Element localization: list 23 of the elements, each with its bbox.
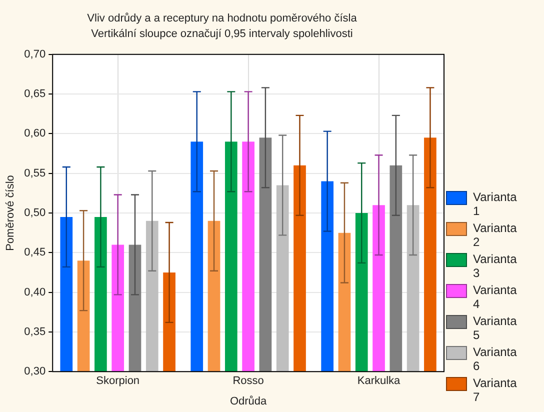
x-axis-title: Odrůda [230, 395, 268, 408]
y-tick-label: 0,30 [24, 366, 46, 378]
y-axis-title: Poměrové číslo [4, 175, 17, 251]
x-tick-label: Karkulka [357, 375, 402, 388]
legend-label: Varianta 6 [473, 345, 518, 373]
y-tick-label: 0,65 [24, 88, 46, 100]
y-tick-label: 0,70 [24, 48, 46, 60]
x-tick-label: Skorpion [96, 375, 140, 388]
chart-subtitle: Vertikální sloupce označují 0,95 intervaly spolehlivosti [91, 28, 353, 40]
y-tick-label: 0,55 [24, 167, 46, 180]
y-tick-label: 0,50 [24, 207, 46, 220]
legend-label: Varianta 1 [473, 190, 518, 218]
y-tick-label: 0,40 [24, 286, 46, 298]
legend-label: Varianta 4 [473, 283, 518, 311]
legend-label: Varianta 3 [473, 252, 518, 280]
legend-label: Varianta 5 [473, 314, 518, 342]
legend-label: Varianta 7 [473, 376, 518, 404]
y-tick-label: 0,45 [24, 246, 46, 259]
x-tick-label: Rosso [232, 375, 264, 388]
chart-title: Vliv odrůdy a a receptury na hodnotu poměrového čísla [87, 12, 358, 25]
legend-label: Varianta 2 [473, 221, 518, 249]
y-tick-label: 0,60 [24, 128, 46, 140]
y-tick-label: 0,35 [24, 326, 46, 338]
